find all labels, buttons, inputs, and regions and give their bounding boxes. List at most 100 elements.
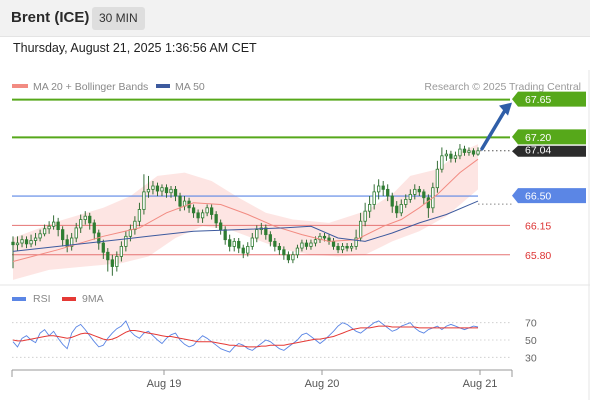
candle-body bbox=[295, 247, 300, 256]
rsi-line bbox=[12, 320, 479, 353]
candle-body bbox=[417, 188, 421, 193]
legend-swatch-ma50 bbox=[156, 84, 170, 88]
x-axis-label-0: Aug 19 bbox=[147, 378, 182, 390]
timeframe-button[interactable]: 30 MIN bbox=[92, 7, 145, 30]
candle-body bbox=[304, 242, 309, 247]
candle-body bbox=[92, 222, 96, 234]
candle-body bbox=[133, 220, 137, 231]
candle-body bbox=[282, 249, 286, 256]
projection-arrow-shaft bbox=[480, 106, 508, 151]
candle-body bbox=[38, 233, 42, 239]
resistance-label-67.20: 67.20 bbox=[525, 132, 551, 144]
rsi-tick-30: 30 bbox=[525, 352, 537, 364]
candle-body bbox=[381, 185, 385, 190]
candle-body bbox=[169, 188, 173, 194]
rsi-tick-50: 50 bbox=[525, 335, 537, 347]
candle-body bbox=[210, 207, 214, 215]
candle-body bbox=[160, 187, 164, 192]
candle-body bbox=[11, 241, 15, 246]
candle-body bbox=[88, 215, 92, 224]
candle-body bbox=[300, 242, 304, 249]
candle-body bbox=[223, 229, 227, 241]
candle-body bbox=[106, 251, 110, 261]
chart-datetime: Thursday, August 21, 2025 1:36:56 AM CET bbox=[13, 41, 257, 55]
candle-body bbox=[313, 239, 318, 244]
instrument-title: Brent (ICE) bbox=[11, 9, 90, 26]
candle-body bbox=[200, 212, 205, 219]
resistance-label-bg-67.65 bbox=[512, 91, 586, 107]
candle-body bbox=[173, 188, 178, 197]
ma20-line bbox=[12, 158, 479, 262]
candle-body bbox=[363, 210, 367, 222]
pivot-label-bg-66.50 bbox=[512, 188, 586, 204]
candle-body bbox=[137, 209, 142, 222]
candle-body bbox=[47, 225, 51, 230]
candle-body bbox=[349, 245, 354, 249]
candle-body bbox=[228, 239, 232, 247]
candle-body bbox=[250, 237, 254, 247]
candle-body bbox=[318, 235, 322, 241]
candle-body bbox=[309, 242, 313, 247]
rsi-tick-70: 70 bbox=[525, 318, 537, 330]
candle-body bbox=[386, 188, 390, 197]
candle-body bbox=[435, 168, 439, 189]
candle-body bbox=[65, 239, 69, 247]
legend-label-9ma: 9MA bbox=[82, 293, 104, 305]
candle-body bbox=[56, 221, 60, 231]
candle-body bbox=[264, 227, 268, 236]
candle-body bbox=[24, 239, 29, 245]
candle-body bbox=[155, 185, 160, 192]
candle-body bbox=[33, 237, 38, 241]
candle-body bbox=[232, 240, 236, 247]
candle-body bbox=[142, 191, 146, 210]
candle-body bbox=[377, 185, 381, 193]
candle-body bbox=[358, 220, 363, 239]
candle-body bbox=[42, 228, 47, 235]
candle-body bbox=[390, 195, 394, 207]
candle-body bbox=[408, 193, 412, 200]
candle-body bbox=[331, 240, 336, 247]
candle-body bbox=[29, 240, 33, 245]
candle-body bbox=[214, 214, 218, 224]
candle-body bbox=[277, 245, 281, 251]
candle-body bbox=[395, 205, 399, 214]
candle-body bbox=[124, 235, 128, 247]
credit-text: Research © 2025 Trading Central bbox=[424, 81, 581, 93]
candle-body bbox=[422, 191, 426, 199]
candle-body bbox=[449, 153, 453, 159]
candle-body bbox=[444, 153, 449, 157]
candle-body bbox=[440, 155, 444, 170]
candle-body bbox=[101, 242, 105, 253]
candle-body bbox=[241, 247, 245, 254]
ma50-line bbox=[12, 200, 479, 252]
candle-body bbox=[196, 212, 200, 219]
candle-body bbox=[205, 207, 209, 214]
candle-body bbox=[119, 245, 123, 257]
candle-body bbox=[273, 240, 277, 247]
candle-body bbox=[83, 215, 87, 220]
candle-body bbox=[115, 256, 119, 267]
resistance-label-bg-67.20 bbox=[512, 129, 586, 145]
candle-body bbox=[20, 239, 24, 244]
candle-body bbox=[237, 240, 241, 249]
candle-body bbox=[467, 150, 471, 153]
legend-label-rsi: RSI bbox=[33, 293, 51, 305]
support-label-65.80: 65.80 bbox=[525, 250, 551, 262]
current-label-67.04: 67.04 bbox=[525, 144, 551, 156]
support-label-66.15: 66.15 bbox=[525, 220, 551, 232]
candle-body bbox=[219, 222, 223, 231]
candle-body bbox=[340, 245, 345, 251]
candle-body bbox=[426, 197, 430, 209]
candle-body bbox=[372, 191, 376, 205]
candle-body bbox=[110, 259, 114, 267]
legend-swatch-9ma bbox=[62, 297, 76, 301]
candle-body bbox=[462, 148, 467, 153]
candle-body bbox=[151, 185, 155, 190]
legend-label-ma50: MA 50 bbox=[175, 81, 205, 93]
pivot-label-66.50: 66.50 bbox=[525, 191, 551, 203]
candle-body bbox=[61, 229, 65, 241]
candle-body bbox=[79, 219, 83, 229]
candle-body bbox=[404, 199, 408, 205]
candle-body bbox=[291, 254, 295, 261]
candle-body bbox=[368, 204, 372, 212]
